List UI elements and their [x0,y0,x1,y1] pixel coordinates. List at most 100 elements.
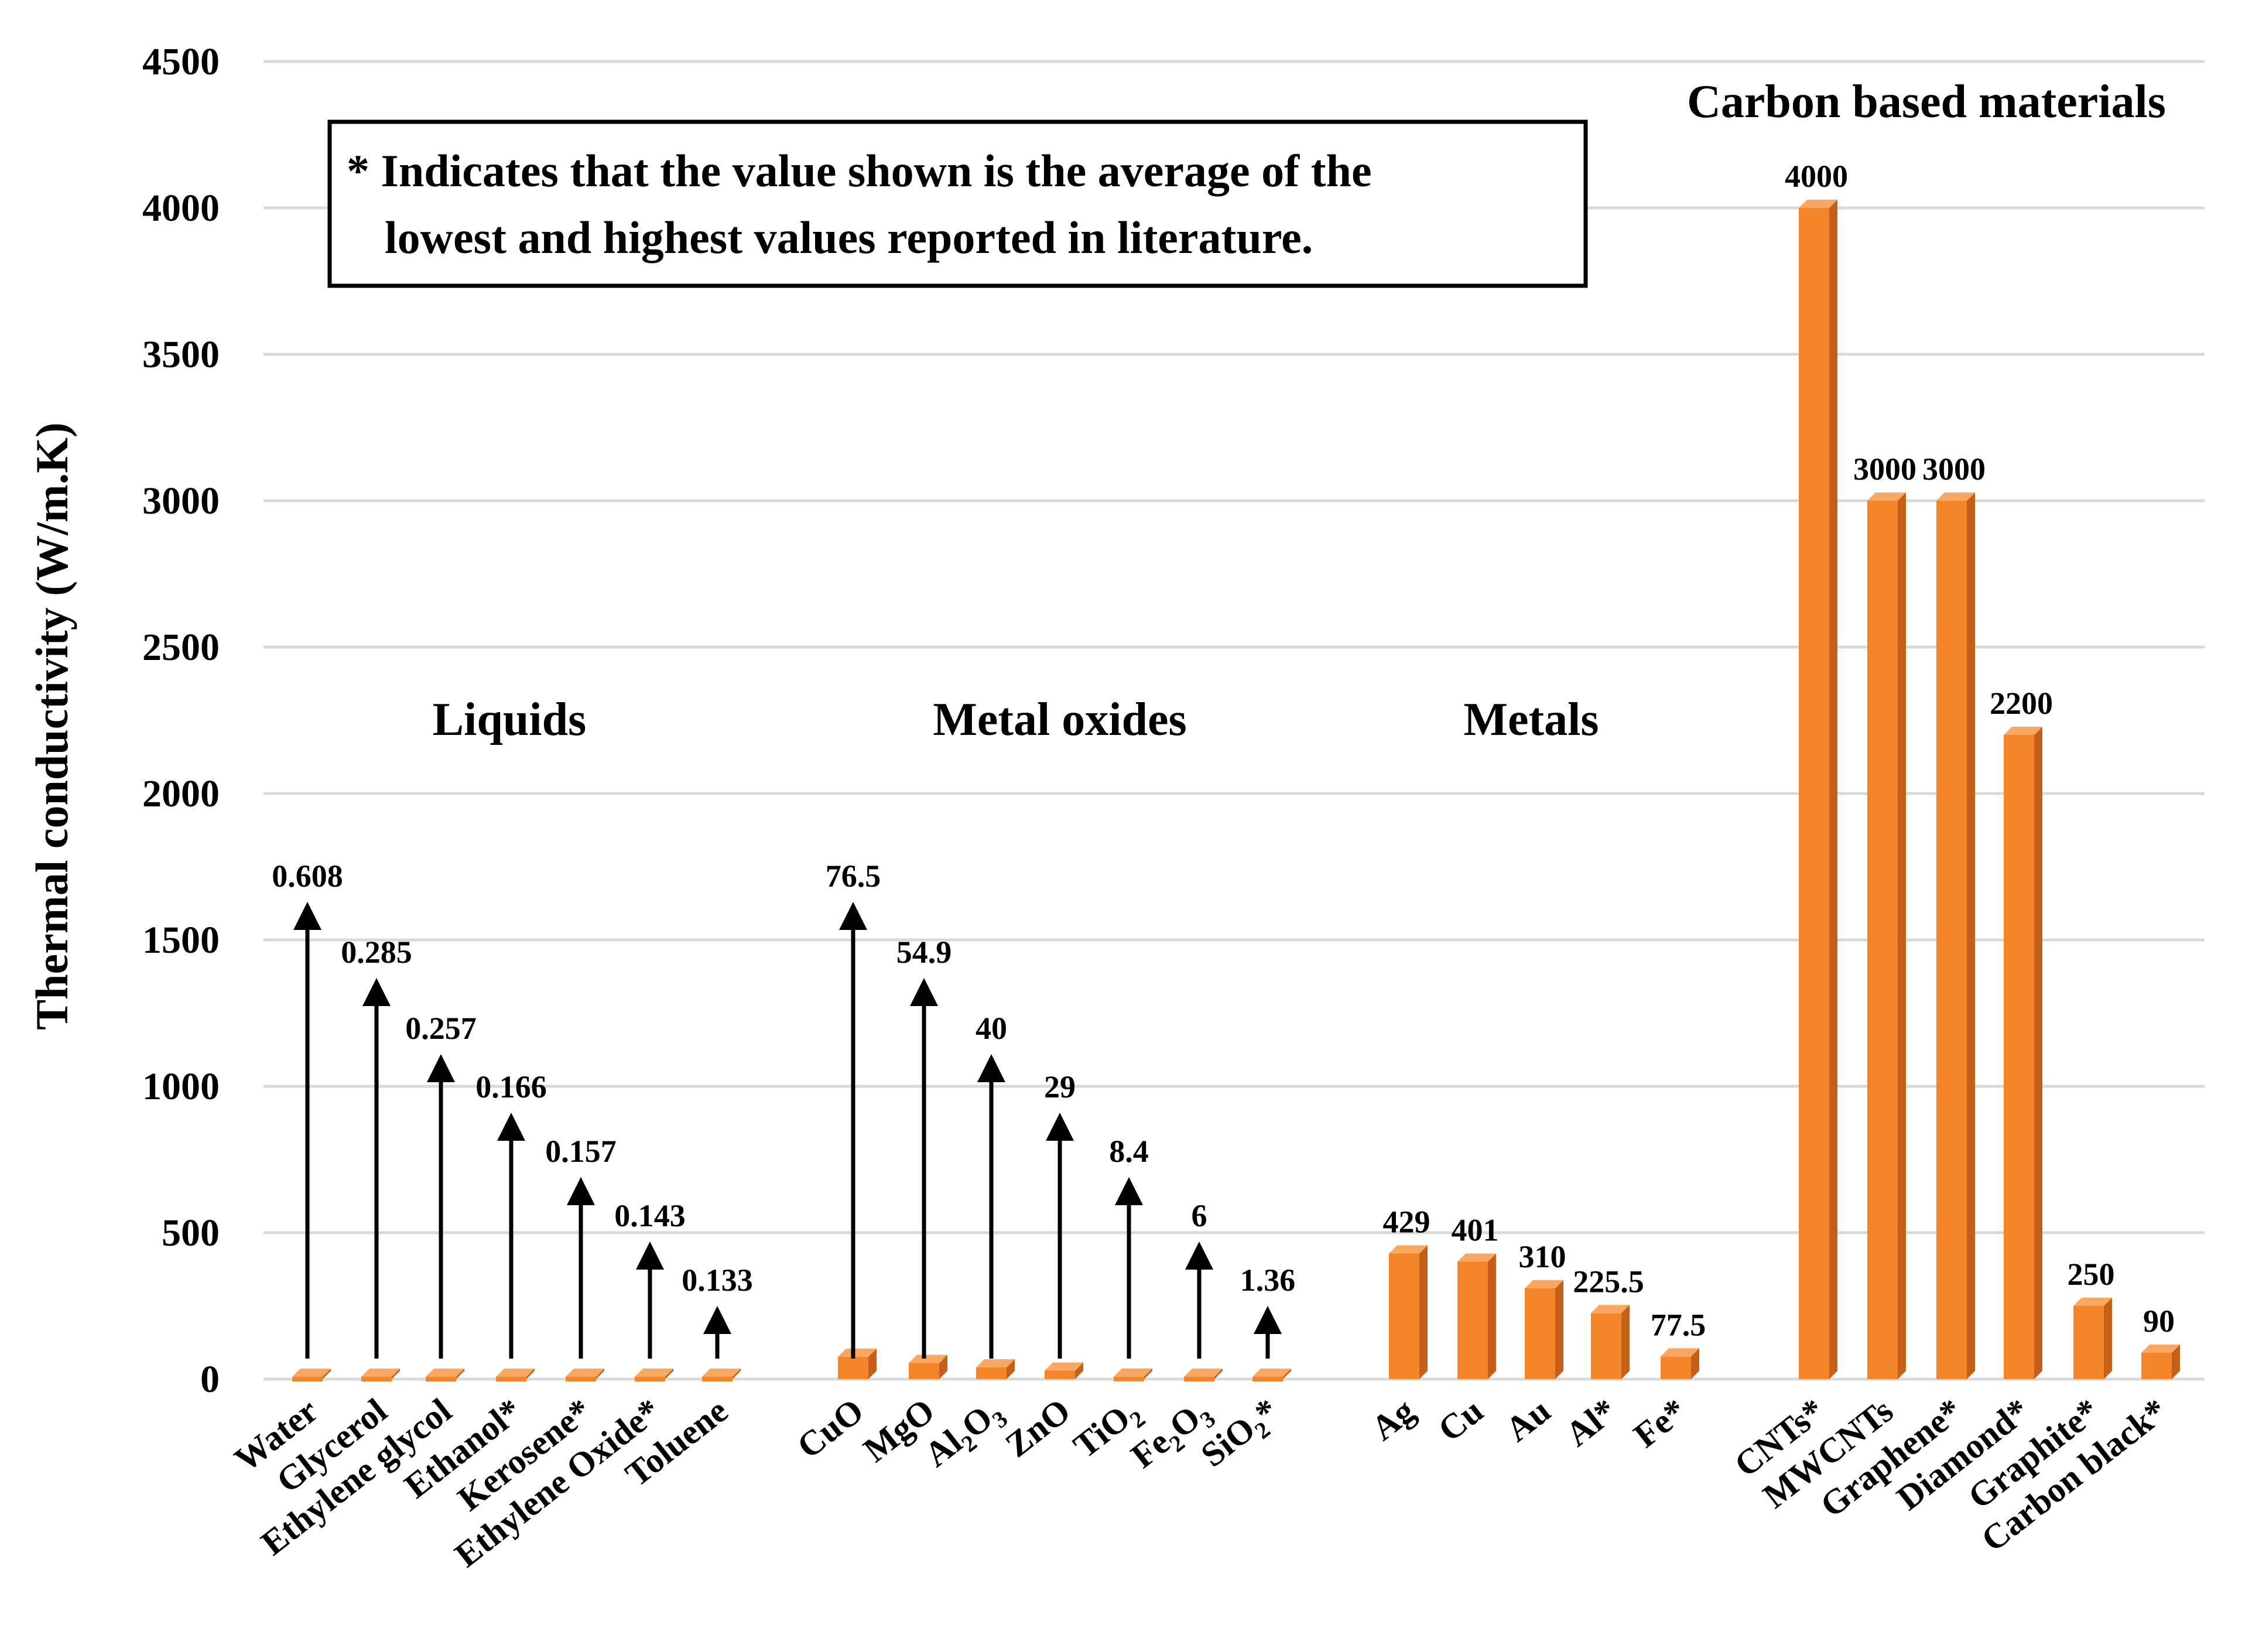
bar-side [1283,1369,1291,1379]
bar-side [1621,1305,1630,1379]
bar-top [426,1369,464,1377]
value-label: 8.4 [1109,1134,1149,1169]
bar-top [1799,200,1837,208]
bar-top [1661,1348,1699,1357]
bar [2141,1353,2172,1379]
bar-side [1488,1253,1496,1379]
category-label: Ag [1364,1391,1422,1448]
indicator-arrow-head [636,1241,664,1270]
bar [1661,1356,1691,1379]
value-label: 3000 [1853,452,1916,487]
bar-side [1214,1369,1223,1379]
bar-top [361,1369,400,1377]
y-tick-label: 2500 [142,626,220,669]
y-axis-label: Thermal conductivity (W/m.K) [26,422,77,1030]
bar [1799,208,1829,1379]
bar-side [733,1369,741,1379]
y-tick-label: 3000 [142,480,220,522]
group-label: Metals [1463,694,1599,745]
bar [702,1377,733,1381]
value-label: 77.5 [1651,1307,1706,1342]
value-label: 3000 [1922,452,1986,487]
value-label: 2200 [1990,686,2053,721]
note-line-1: * Indicates that the value shown is the … [347,145,1372,196]
bar [1525,1288,1555,1379]
value-label: 0.608 [272,859,343,894]
value-label: 76.5 [826,859,881,894]
indicator-arrow-head [1254,1306,1282,1334]
group-label: Liquids [433,694,586,745]
bar-top [909,1355,947,1363]
value-label: 401 [1452,1213,1499,1248]
indicator-arrow-head [427,1054,455,1082]
bar [292,1377,323,1381]
bar-top [2141,1345,2180,1353]
bar-top [635,1369,673,1377]
bar-side [1144,1368,1152,1379]
category-label: CuO [790,1391,871,1466]
indicator-arrow-head [977,1054,1005,1082]
note-box [327,119,1588,288]
y-tick-label: 4500 [142,40,220,83]
bar-side [1419,1245,1428,1379]
category-label: SiO2* [1194,1391,1289,1479]
bar-side [1075,1362,1083,1379]
note-line-2: lowest and highest values reported in li… [385,212,1313,263]
bar-side [1829,200,1837,1379]
bar [566,1377,596,1381]
value-label: 0.166 [475,1069,547,1104]
group-label: Carbon based materials [1687,76,2166,128]
indicator-arrow-head [567,1177,595,1205]
group-labels: Liquids Metal oxides Metals Carbon based ma… [433,76,2166,745]
bar-top [1252,1369,1291,1377]
bar-top [1867,492,1906,501]
bar-top [1525,1280,1563,1288]
bar [1936,501,1967,1379]
category-label: Au [1498,1391,1558,1449]
category-label: Cu [1431,1391,1490,1449]
category-label: Fe* [1627,1391,1693,1455]
indicator-arrow-head [1185,1241,1213,1270]
bar [496,1377,526,1381]
bar [976,1367,1007,1379]
bar-side [2172,1345,2180,1379]
bar [909,1363,939,1379]
bar-top [1389,1245,1428,1254]
bar-top [1045,1362,1083,1371]
value-label: 0.133 [682,1263,753,1298]
bar-top [1457,1253,1496,1262]
bar-top [1591,1305,1630,1314]
bar-side [2104,1298,2112,1379]
y-tick-label: 1500 [142,919,220,962]
y-tick-label: 3500 [142,333,220,376]
value-labels: 0.608 0.285 0.257 0.166 0.157 0.143 0.133 76.5 5… [272,159,2175,1342]
bar [838,1356,868,1379]
bar-top [496,1369,535,1377]
bar-side [868,1348,877,1379]
data-marks [292,200,2180,1381]
indicator-arrow-head [497,1113,525,1141]
y-tick-label: 2000 [142,772,220,815]
bar-top [838,1348,877,1357]
value-label: 40 [976,1011,1007,1046]
bar-side [526,1369,535,1379]
y-tick-label: 4000 [142,187,220,230]
bar-side [596,1369,604,1379]
y-tick-label: 500 [162,1212,220,1254]
bar-side [1898,492,1906,1379]
value-label: 1.36 [1240,1263,1296,1298]
value-label: 310 [1519,1239,1566,1274]
value-label: 0.143 [614,1198,686,1233]
indicator-arrow-head [1046,1113,1074,1141]
indicator-arrow-head [839,902,867,930]
bar-side [1691,1348,1699,1379]
indicator-arrow-head [362,978,391,1006]
bar-top [566,1369,604,1377]
value-label: 4000 [1785,159,1848,194]
bar-side [2034,727,2042,1379]
bar-top [292,1369,331,1377]
value-label: 90 [2143,1304,2175,1339]
bar-side [392,1369,400,1379]
value-label: 250 [2068,1257,2115,1292]
